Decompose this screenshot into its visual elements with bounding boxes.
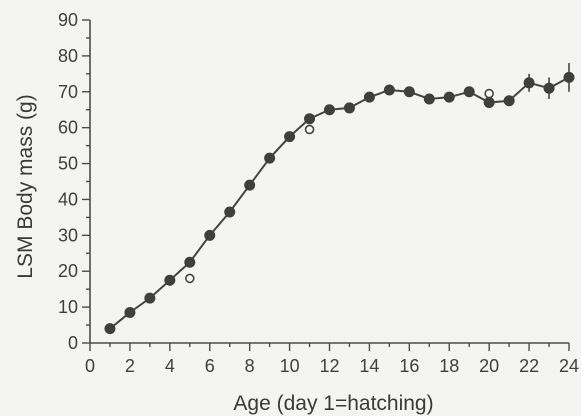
x-tick-label: 20 [479,356,499,376]
y-tick-label: 30 [58,225,78,245]
y-tick-label: 90 [58,10,78,30]
data-point [523,77,535,89]
y-tick-label: 20 [58,261,78,281]
data-point [383,84,395,96]
x-tick-label: 8 [245,356,255,376]
series-layer [104,63,575,335]
data-point [324,104,335,116]
data-point [184,256,196,268]
x-axis-title: Age (day 1=hatching) [233,392,433,415]
x-tick-label: 12 [319,356,339,376]
data-point [244,179,256,191]
axes [89,20,569,344]
data-point [343,102,355,114]
y-tick-label: 70 [58,82,78,102]
data-point [204,229,216,241]
data-point [124,306,136,318]
mean-mass-series [104,63,575,335]
y-tick-label: 0 [68,333,78,353]
y-tick-label: 40 [58,189,78,209]
x-tick-label: 2 [125,356,135,376]
data-point [144,292,156,304]
open-data-point [184,273,195,284]
data-point [264,152,276,164]
x-tick-label: 0 [85,356,95,376]
y-tick-label: 80 [58,46,78,66]
data-point [563,71,575,83]
x-tick-label: 24 [559,356,579,376]
data-point [164,274,176,286]
data-point [363,91,375,103]
series-line [109,76,570,330]
data-point [463,86,475,98]
x-tick-label: 16 [399,356,419,376]
y-tick-label: 50 [58,154,78,174]
y-tick-label: 10 [58,297,78,317]
data-point [403,86,415,98]
x-tick-label: 10 [280,356,300,376]
open-points-series [184,88,494,284]
y-axis-title: LSM Body mass (g) [14,94,37,278]
open-data-point [304,124,315,135]
data-point [503,95,515,107]
data-point [304,113,316,125]
x-tick-label: 22 [519,356,539,376]
data-point [443,91,455,103]
x-tick-label: 18 [439,356,459,376]
x-tick-label: 6 [205,356,215,376]
x-tick-label: 14 [359,356,379,376]
data-point [483,97,495,109]
data-point [423,93,435,105]
data-point [543,82,555,94]
y-tick-label: 60 [58,118,78,138]
open-data-point [484,88,494,99]
data-point [284,131,296,143]
data-point [224,206,236,218]
x-tick-label: 4 [165,356,175,376]
data-point [104,323,116,335]
